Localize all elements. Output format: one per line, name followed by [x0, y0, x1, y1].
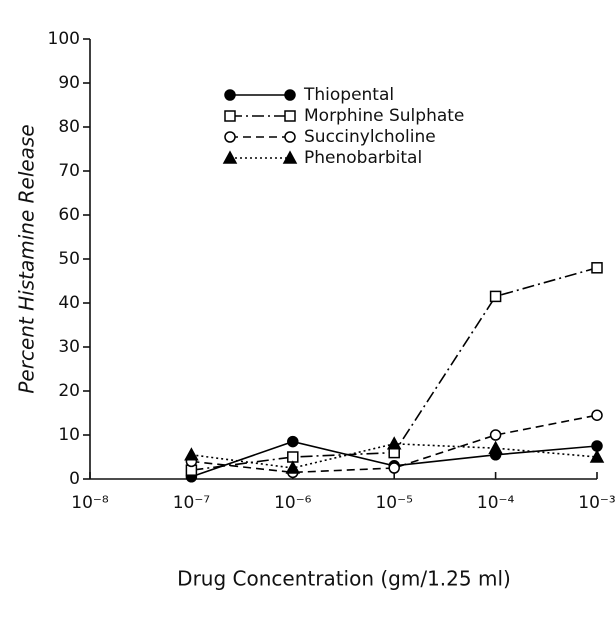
legend-marker — [224, 89, 236, 101]
legend-marker — [282, 150, 298, 164]
y-tick-label: 60 — [58, 205, 80, 225]
legend-label: Succinylcholine — [304, 127, 436, 147]
x-axis-label: Drug Concentration (gm/1.25 ml) — [177, 567, 511, 591]
y-tick-label: 0 — [69, 469, 80, 489]
data-point — [184, 447, 199, 461]
data-point — [591, 262, 603, 274]
y-tick-label: 90 — [58, 73, 80, 93]
y-tick-label: 100 — [48, 29, 80, 49]
data-point — [489, 429, 502, 441]
data-point — [488, 440, 503, 454]
legend-marker — [222, 150, 238, 164]
legend-marker — [224, 110, 236, 122]
data-point — [287, 435, 299, 448]
data-point — [388, 462, 400, 474]
y-tick-label: 80 — [58, 117, 80, 137]
x-tick-label: 10⁻⁶ — [274, 493, 312, 513]
x-tick-label: 10⁻⁷ — [173, 493, 211, 513]
y-axis-label: Percent Histamine Release — [15, 124, 39, 393]
y-tick-label: 70 — [58, 161, 80, 181]
legend-marker — [284, 89, 296, 101]
data-point — [489, 290, 502, 303]
data-point — [591, 409, 603, 421]
data-point — [285, 460, 301, 474]
y-tick-label: 30 — [58, 337, 80, 357]
series-line — [191, 414, 598, 474]
x-tick-label: 10⁻⁵ — [375, 493, 412, 513]
y-tick-label: 40 — [58, 293, 80, 313]
y-tick-label: 10 — [58, 425, 80, 445]
y-tick-label: 50 — [58, 249, 80, 269]
data-point — [386, 436, 402, 450]
legend-marker — [284, 110, 296, 122]
legend-marker — [224, 131, 236, 143]
x-tick-label: 10⁻⁸ — [71, 493, 109, 513]
legend-label: Thiopental — [303, 85, 394, 105]
legend-label: Morphine Sulphate — [304, 106, 464, 126]
legend-marker — [284, 131, 296, 143]
legend-label: Phenobarbital — [304, 148, 422, 168]
x-tick-label: 10⁻⁴ — [477, 493, 515, 513]
y-tick-label: 20 — [58, 381, 80, 401]
x-tick-label: 10⁻³ — [578, 493, 615, 513]
data-point — [589, 449, 605, 463]
